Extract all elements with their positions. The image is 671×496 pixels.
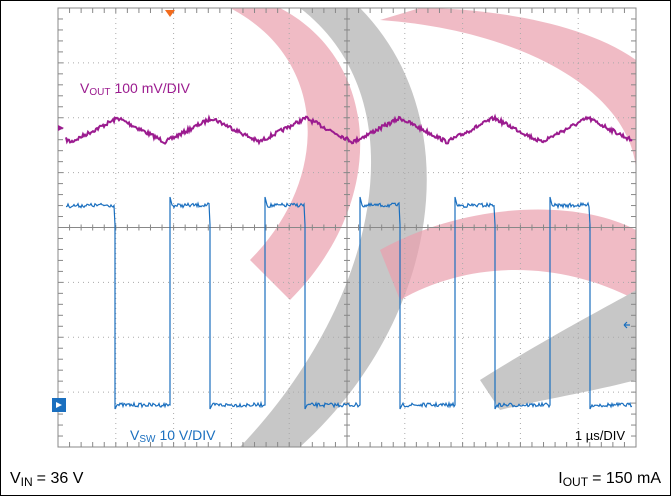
vout-label: VOUT 100 mV/DIV: [80, 80, 191, 98]
vout-waveform: [65, 113, 633, 146]
vsw-label: VSW 10 V/DIV: [130, 427, 216, 445]
ch1-marker-arrow: [56, 402, 62, 408]
vin-condition: VIN = 36 V: [10, 470, 84, 489]
iout-condition: IOUT = 150 mA: [558, 470, 661, 489]
ch2-marker: [58, 125, 64, 131]
timebase-label: 1 µs/DIV: [575, 428, 625, 443]
level-marker: [623, 321, 630, 329]
trigger-marker: [165, 10, 175, 17]
graticule: [57, 7, 637, 448]
vsw-waveform: [65, 196, 633, 410]
